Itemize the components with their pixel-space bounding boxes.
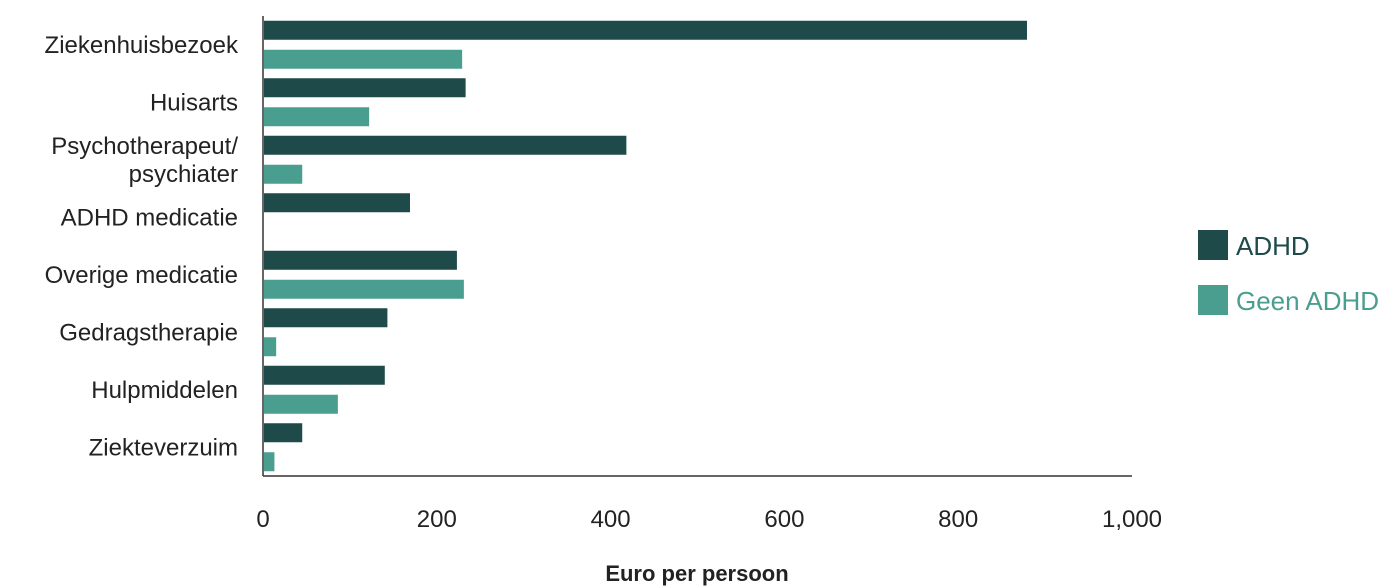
legend-label-adhd: ADHD xyxy=(1236,231,1310,261)
bar-adhd-0 xyxy=(264,20,1027,40)
bar-adhd-3 xyxy=(264,193,410,213)
x-tick-label: 800 xyxy=(938,506,978,533)
axes-group xyxy=(262,16,1132,477)
category-label: Psychotherapeut/ xyxy=(51,133,238,160)
category-label: psychiater xyxy=(129,161,238,188)
bar-geen-adhd-4 xyxy=(264,279,464,299)
x-tick-label: 400 xyxy=(591,506,631,533)
category-label: Overige medicatie xyxy=(45,262,238,289)
bar-geen-adhd-6 xyxy=(264,394,338,414)
x-tick-labels: 0 200 400 600 800 1,000 xyxy=(256,506,1162,533)
legend-swatch-geen-adhd xyxy=(1198,285,1228,315)
legend: ADHD Geen ADHD xyxy=(1198,230,1379,316)
legend-swatch-adhd xyxy=(1198,230,1228,260)
bar-geen-adhd-0 xyxy=(264,49,463,69)
legend-label-geen-adhd: Geen ADHD xyxy=(1236,286,1379,316)
x-tick-label: 600 xyxy=(764,506,804,533)
bar-adhd-6 xyxy=(264,365,385,385)
bars-group xyxy=(264,20,1027,472)
bar-geen-adhd-7 xyxy=(264,452,275,472)
bar-adhd-4 xyxy=(264,250,457,270)
x-tick-label: 200 xyxy=(417,506,457,533)
bar-geen-adhd-1 xyxy=(264,107,370,127)
x-tick-label: 1,000 xyxy=(1102,506,1162,533)
category-label: Huisarts xyxy=(150,89,238,116)
bar-adhd-7 xyxy=(264,423,303,443)
bar-geen-adhd-2 xyxy=(264,164,303,184)
category-label: Ziekteverzuim xyxy=(89,434,238,461)
category-label: Hulpmiddelen xyxy=(91,377,238,404)
x-tick-label: 0 xyxy=(256,506,269,533)
bar-adhd-2 xyxy=(264,135,627,155)
category-labels: Ziekenhuisbezoek Huisarts Psychotherapeut/… xyxy=(45,32,239,462)
x-axis-title: Euro per persoon xyxy=(605,561,788,586)
category-label: ADHD medicatie xyxy=(61,204,238,231)
bar-adhd-5 xyxy=(264,308,388,328)
category-label: Ziekenhuisbezoek xyxy=(45,32,239,59)
category-label: Gedragstherapie xyxy=(59,319,238,346)
bar-adhd-1 xyxy=(264,78,466,98)
bar-geen-adhd-5 xyxy=(264,337,277,357)
